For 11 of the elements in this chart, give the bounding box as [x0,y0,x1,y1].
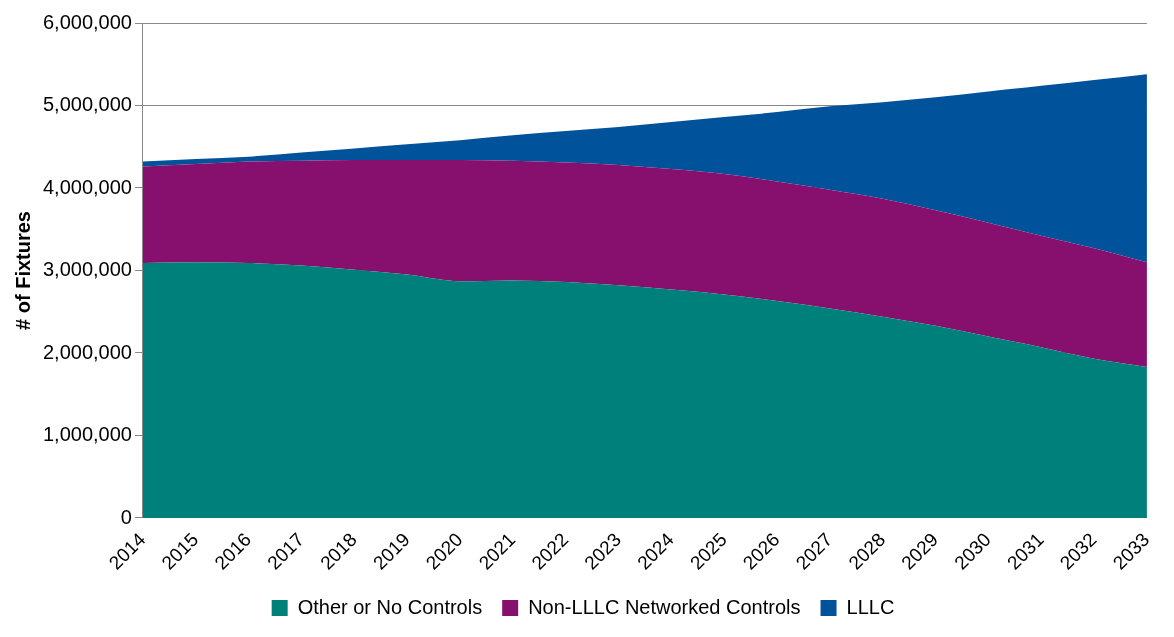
legend-label: Non-LLLC Networked Controls [528,595,801,618]
legend-label: LLLC [846,595,895,618]
y-tick-label: 3,000,000 [42,258,132,281]
y-tick-label: 5,000,000 [42,93,132,116]
y-tick-label: 0 [120,505,132,528]
y-tick-label: 4,000,000 [42,175,132,198]
y-tick-label: 1,000,000 [42,423,132,446]
y-tick-label: 2,000,000 [42,340,132,363]
y-axis-title: # of Fixtures [11,211,34,330]
y-tick-label: 6,000,000 [42,10,132,33]
legend-label: Other or No Controls [297,595,483,618]
